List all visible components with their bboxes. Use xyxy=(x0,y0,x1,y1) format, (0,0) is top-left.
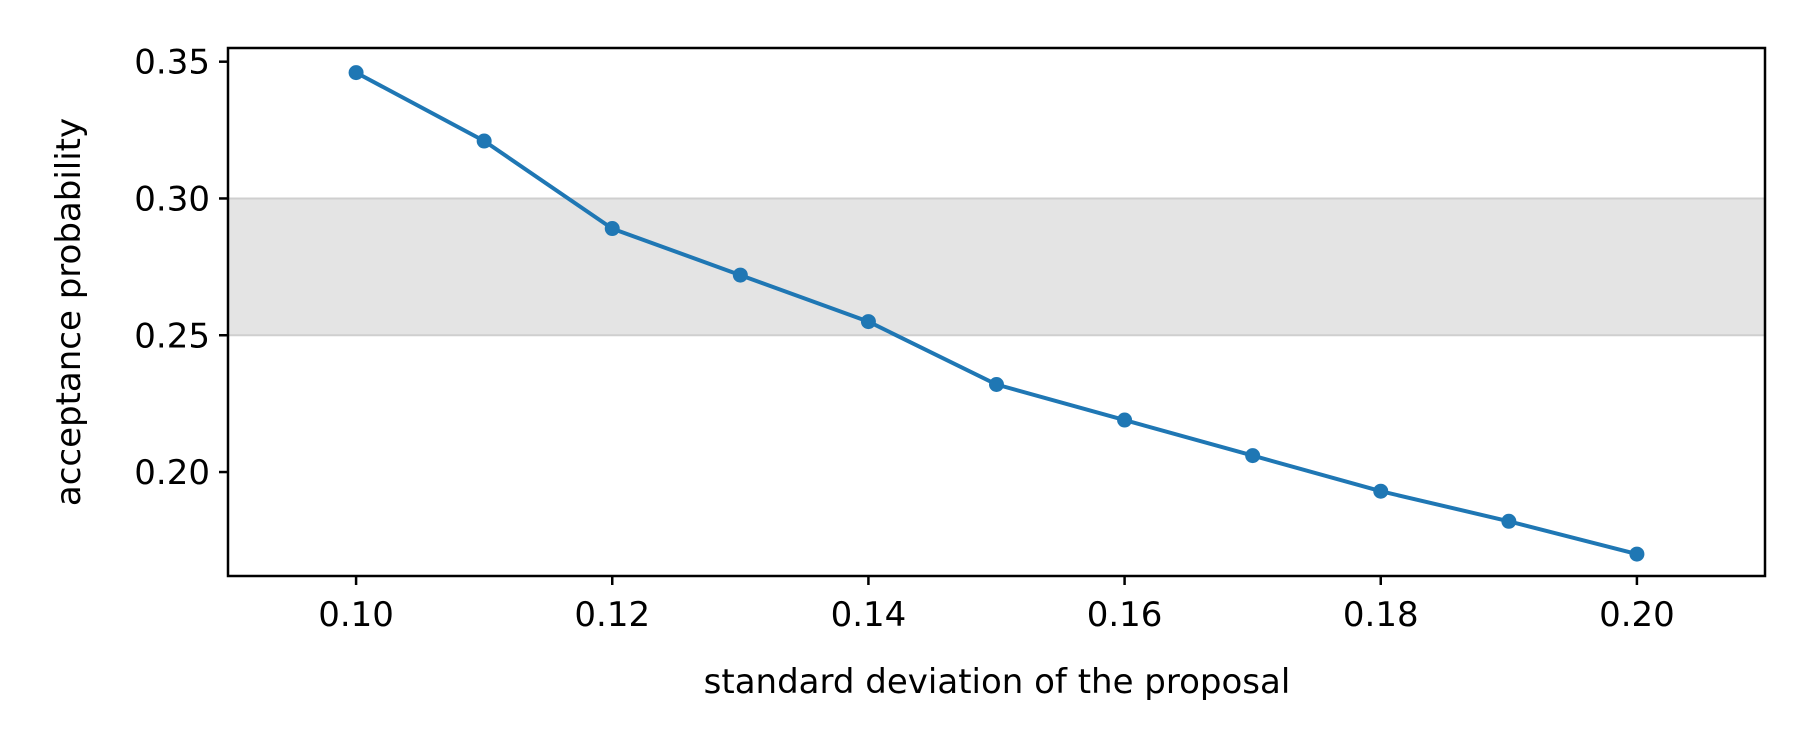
x-tick-label: 0.12 xyxy=(574,595,650,635)
x-tick-label: 0.14 xyxy=(831,595,907,635)
x-axis-label: standard deviation of the proposal xyxy=(704,662,1291,702)
x-tick-label: 0.18 xyxy=(1343,595,1419,635)
data-point xyxy=(1629,546,1645,562)
y-axis-label: acceptance probability xyxy=(49,118,89,506)
y-tick-label: 0.20 xyxy=(134,453,210,493)
data-point xyxy=(1501,513,1517,529)
data-point xyxy=(1373,483,1389,499)
data-point xyxy=(732,267,748,283)
data-point xyxy=(1117,412,1133,428)
x-axis-ticks: 0.10 0.12 0.14 0.16 0.18 0.20 xyxy=(318,576,1675,635)
data-point-layer xyxy=(348,65,1645,562)
data-point xyxy=(476,133,492,149)
x-tick-label: 0.10 xyxy=(318,595,394,635)
data-point xyxy=(604,221,620,237)
y-tick-label: 0.25 xyxy=(134,316,210,356)
x-tick-label: 0.16 xyxy=(1087,595,1163,635)
data-point xyxy=(989,376,1004,392)
data-point xyxy=(860,314,876,330)
data-point xyxy=(1245,448,1261,464)
shaded-band xyxy=(228,198,1765,336)
y-tick-label: 0.30 xyxy=(134,179,210,219)
y-axis-ticks: 0.20 0.25 0.30 0.35 xyxy=(134,43,228,493)
shaded-band-layer xyxy=(228,197,1765,337)
plot-frame xyxy=(226,46,1767,578)
x-tick-label: 0.20 xyxy=(1599,595,1675,635)
y-tick-label: 0.35 xyxy=(134,43,210,83)
data-point xyxy=(348,65,364,81)
